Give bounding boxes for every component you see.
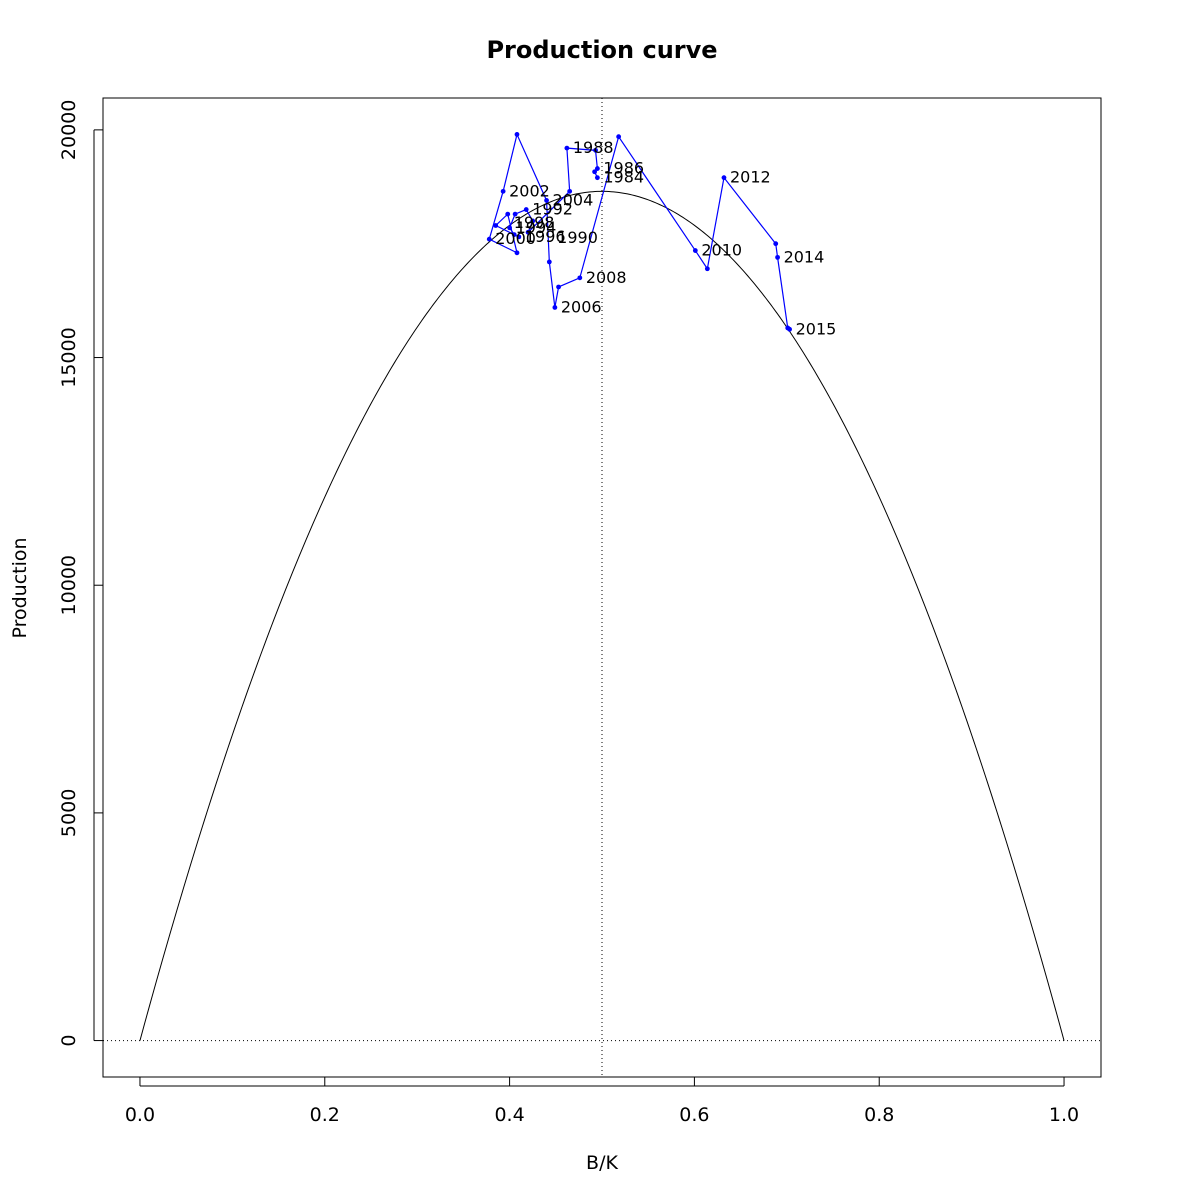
year-label: 2000 [495, 229, 536, 248]
x-axis: 0.0 0.2 0.4 0.6 0.8 1.0 [125, 1077, 1079, 1126]
x-tick-label: 0.0 [125, 1104, 155, 1126]
x-tick-label: 0.2 [310, 1104, 340, 1126]
data-point [530, 218, 536, 224]
data-point [500, 188, 506, 194]
data-point [507, 225, 512, 231]
year-label: 1988 [573, 138, 614, 157]
data-point [564, 145, 570, 151]
year-label: 2008 [586, 268, 627, 287]
x-tick-label: 1.0 [1049, 1104, 1079, 1126]
year-label: 2012 [730, 168, 771, 187]
data-point [616, 134, 622, 140]
x-tick-label: 0.8 [864, 1104, 894, 1126]
data-point [592, 169, 598, 175]
year-label: 2002 [509, 181, 550, 200]
year-label: 1990 [557, 228, 598, 247]
data-point [511, 232, 517, 238]
data-point [704, 266, 710, 272]
year-label: 2014 [784, 247, 825, 266]
year-label: 2004 [553, 190, 594, 209]
data-point [567, 188, 573, 194]
year-label: 2006 [561, 297, 602, 316]
y-tick-label: 5000 [58, 789, 80, 837]
year-label: 1998 [514, 213, 555, 232]
y-axis-label: Production [9, 537, 31, 638]
y-tick-label: 10000 [58, 555, 80, 615]
y-tick-label: 0 [58, 1035, 80, 1047]
year-label: 1992 [532, 200, 573, 219]
year-label: 2010 [701, 241, 742, 260]
data-point [486, 236, 492, 242]
x-tick-label: 0.4 [494, 1104, 524, 1126]
data-point [512, 211, 518, 217]
year-label: 2015 [796, 319, 837, 338]
data-point [577, 275, 583, 281]
data-point [594, 166, 600, 171]
data-point [775, 254, 780, 260]
data-point [787, 326, 792, 332]
x-axis-label: B/K [586, 1152, 618, 1174]
data-point [546, 259, 552, 265]
x-tick-label: 0.6 [679, 1104, 709, 1126]
data-point [514, 250, 520, 256]
data-point [493, 223, 499, 228]
data-point [544, 198, 549, 203]
y-tick-label: 15000 [58, 327, 80, 387]
data-point [593, 147, 598, 153]
reference-lines [103, 98, 1101, 1077]
data-point [525, 229, 531, 235]
data-point [516, 234, 522, 240]
data-point [552, 305, 558, 310]
data-point [721, 175, 727, 181]
y-axis: 0 5000 10000 15000 20000 [58, 100, 103, 1047]
data-point [773, 241, 779, 247]
chart-title: Production curve [486, 36, 717, 64]
year-label: 1986 [603, 159, 644, 178]
trajectory-line [488, 132, 790, 330]
data-point [692, 248, 698, 253]
trajectory-series [486, 132, 792, 332]
year-label: 1984 [603, 168, 644, 187]
data-point [556, 284, 561, 290]
y-tick-label: 20000 [58, 100, 80, 160]
data-point [594, 175, 600, 181]
year-label: 1994 [516, 218, 557, 237]
year-label: 1996 [525, 227, 566, 246]
data-point [514, 132, 520, 137]
data-point [523, 207, 529, 212]
data-point [505, 211, 511, 217]
production-curve-line [139, 190, 1065, 1041]
